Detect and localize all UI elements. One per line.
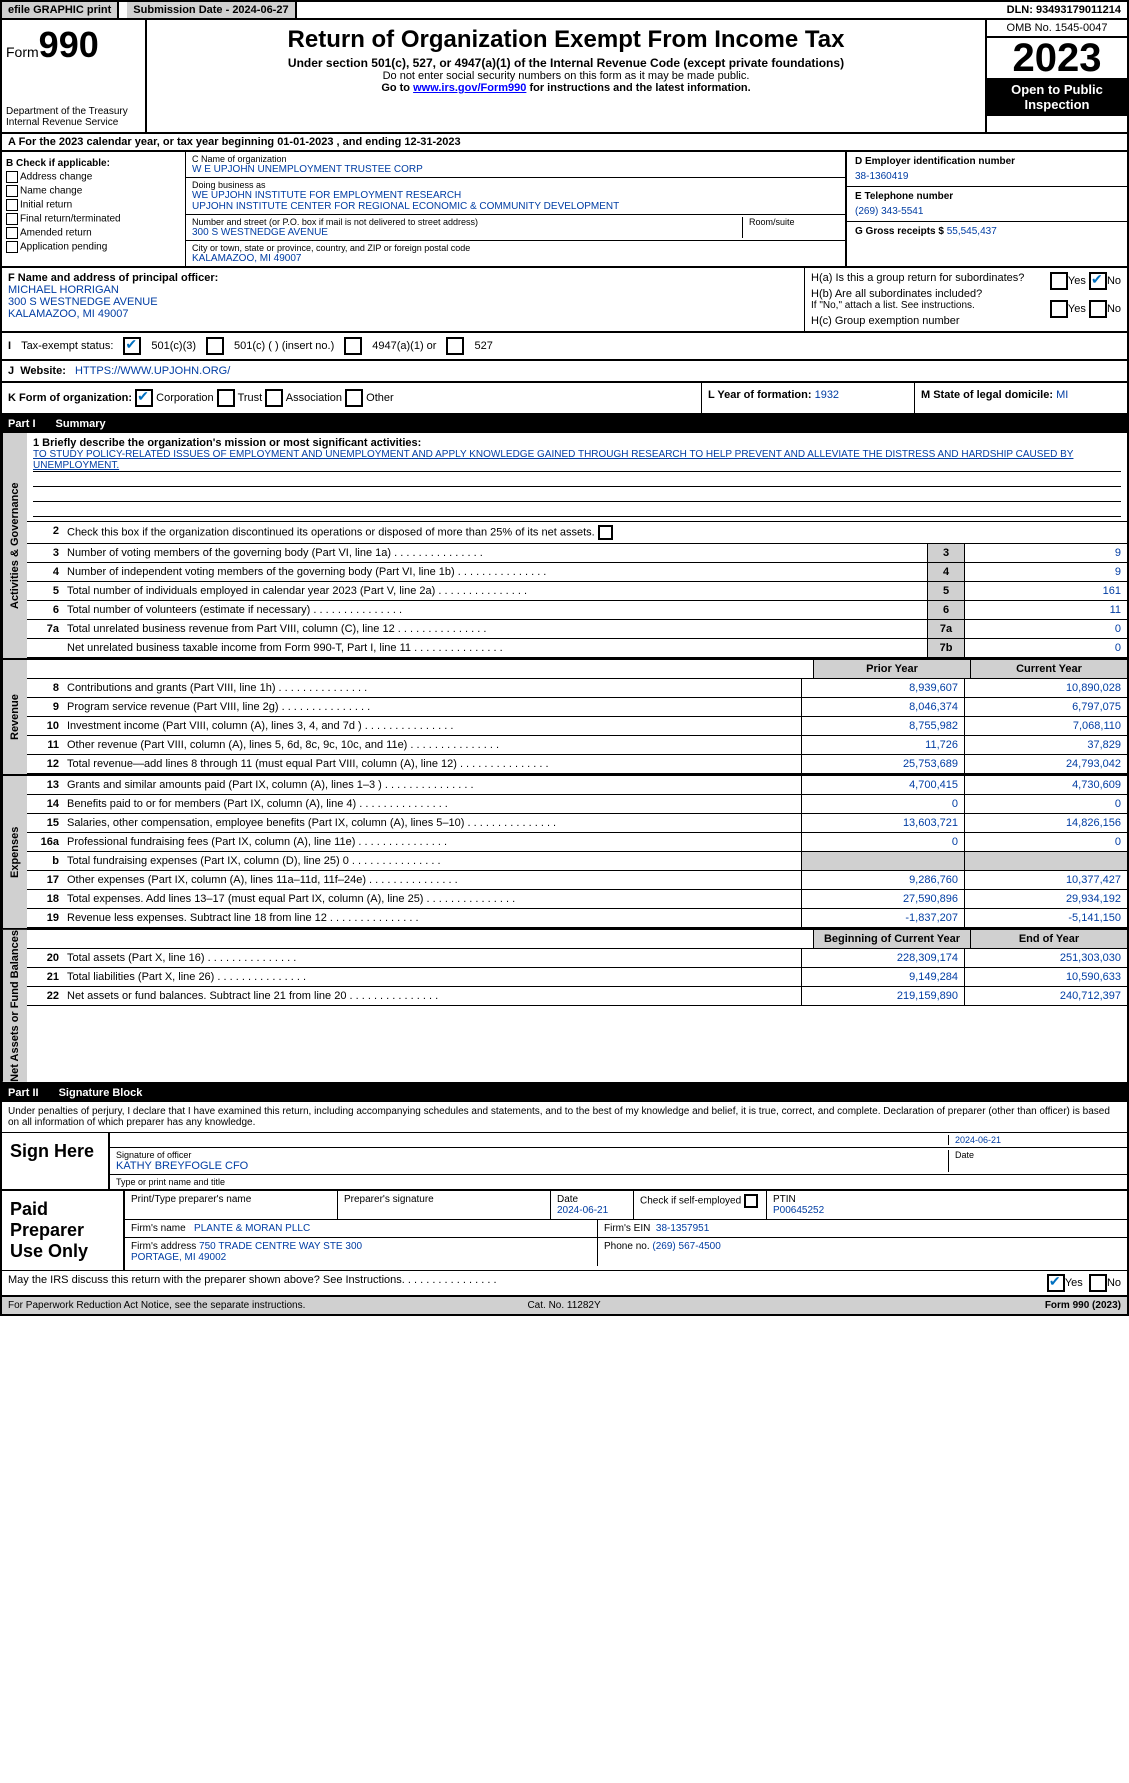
sign-here-label: Sign Here	[2, 1133, 110, 1189]
exp-line-16a: 16aProfessional fundraising fees (Part I…	[27, 833, 1127, 852]
cb-ha-no[interactable]	[1089, 272, 1107, 290]
gov-line-7a: 7aTotal unrelated business revenue from …	[27, 620, 1127, 639]
vtab-expenses: Expenses	[2, 776, 27, 928]
cb-501c[interactable]	[206, 337, 224, 355]
vtab-netassets: Net Assets or Fund Balances	[2, 930, 27, 1082]
cb-ha-yes[interactable]	[1050, 272, 1068, 290]
cb-final-return[interactable]	[6, 213, 18, 225]
cb-other[interactable]	[345, 389, 363, 407]
section-e-phone: E Telephone number(269) 343-5541	[847, 187, 1127, 222]
line-1-mission: 1 Briefly describe the organization's mi…	[27, 433, 1127, 522]
rev-line-11: 11Other revenue (Part VIII, column (A), …	[27, 736, 1127, 755]
exp-line-15: 15Salaries, other compensation, employee…	[27, 814, 1127, 833]
na-line-21: 21Total liabilities (Part X, line 26)9,1…	[27, 968, 1127, 987]
gov-line-3: 3Number of voting members of the governi…	[27, 544, 1127, 563]
sig-date: 2024-06-21	[948, 1135, 1121, 1145]
vtab-governance: Activities & Governance	[2, 433, 27, 658]
submission-date: Submission Date - 2024-06-27	[127, 2, 296, 18]
gov-line-5: 5Total number of individuals employed in…	[27, 582, 1127, 601]
dln: DLN: 93493179011214	[1001, 2, 1127, 18]
line-2: Check this box if the organization disco…	[63, 522, 1127, 543]
vtab-revenue: Revenue	[2, 660, 27, 774]
rev-line-12: 12Total revenue—add lines 8 through 11 (…	[27, 755, 1127, 774]
exp-line-18: 18Total expenses. Add lines 13–17 (must …	[27, 890, 1127, 909]
rev-line-8: 8Contributions and grants (Part VIII, li…	[27, 679, 1127, 698]
discuss-with-preparer: May the IRS discuss this return with the…	[2, 1270, 1127, 1295]
cb-line2[interactable]	[598, 525, 613, 540]
sig-declaration: Under penalties of perjury, I declare th…	[2, 1102, 1127, 1132]
tax-year: 2023	[987, 38, 1127, 78]
cb-address-change[interactable]	[6, 171, 18, 183]
section-j-website: J Website: HTTPS://WWW.UPJOHN.ORG/	[0, 361, 1129, 383]
irs-link[interactable]: www.irs.gov/Form990	[413, 82, 526, 94]
cb-self-employed[interactable]	[744, 1194, 758, 1208]
header: Form990 Department of the Treasury Inter…	[0, 20, 1129, 134]
exp-line-17: 17Other expenses (Part IX, column (A), l…	[27, 871, 1127, 890]
cb-discuss-yes[interactable]	[1047, 1274, 1065, 1292]
gov-line-6: 6Total number of volunteers (estimate if…	[27, 601, 1127, 620]
cb-discuss-no[interactable]	[1089, 1274, 1107, 1292]
form-note-ssn: Do not enter social security numbers on …	[151, 70, 981, 82]
rev-line-10: 10Investment income (Part VIII, column (…	[27, 717, 1127, 736]
paid-preparer-label: Paid Preparer Use Only	[2, 1191, 125, 1270]
public-inspection: Open to Public Inspection	[987, 78, 1127, 116]
footer: For Paperwork Reduction Act Notice, see …	[0, 1297, 1129, 1316]
section-b-checkboxes: B Check if applicable: Address change Na…	[2, 152, 186, 266]
na-line-20: 20Total assets (Part X, line 16)228,309,…	[27, 949, 1127, 968]
section-c-entity: C Name of organizationW E UPJOHN UNEMPLO…	[186, 152, 845, 266]
section-h: H(a) Is this a group return for subordin…	[804, 268, 1127, 331]
cb-hb-no[interactable]	[1089, 300, 1107, 318]
exp-line-b: bTotal fundraising expenses (Part IX, co…	[27, 852, 1127, 871]
form-subtitle: Under section 501(c), 527, or 4947(a)(1)…	[151, 56, 981, 70]
hdr-eoy: End of Year	[970, 930, 1127, 948]
exp-line-19: 19Revenue less expenses. Subtract line 1…	[27, 909, 1127, 928]
cb-hb-yes[interactable]	[1050, 300, 1068, 318]
na-line-22: 22Net assets or fund balances. Subtract …	[27, 987, 1127, 1006]
hdr-boy: Beginning of Current Year	[813, 930, 970, 948]
section-d-ein: D Employer identification number38-13604…	[847, 152, 1127, 187]
efile-print[interactable]: efile GRAPHIC print	[2, 2, 119, 18]
rev-line-9: 9Program service revenue (Part VIII, lin…	[27, 698, 1127, 717]
hdr-current: Current Year	[970, 660, 1127, 678]
gov-line-7b: Net unrelated business taxable income fr…	[27, 639, 1127, 658]
gov-line-4: 4Number of independent voting members of…	[27, 563, 1127, 582]
row-a-period: A For the 2023 calendar year, or tax yea…	[0, 134, 1129, 152]
cb-name-change[interactable]	[6, 185, 18, 197]
cb-initial-return[interactable]	[6, 199, 18, 211]
hdr-prior: Prior Year	[813, 660, 970, 678]
exp-line-13: 13Grants and similar amounts paid (Part …	[27, 776, 1127, 795]
part-ii-bar: Part IISignature Block	[0, 1084, 1129, 1102]
section-f-officer: F Name and address of principal officer:…	[2, 268, 804, 331]
cb-527[interactable]	[446, 337, 464, 355]
cb-amended[interactable]	[6, 227, 18, 239]
section-k-form-org: K Form of organization: Corporation Trus…	[0, 383, 1129, 415]
cb-pending[interactable]	[6, 241, 18, 253]
cb-corp[interactable]	[135, 389, 153, 407]
cb-501c3[interactable]	[123, 337, 141, 355]
top-bar: efile GRAPHIC print Submission Date - 20…	[0, 0, 1129, 20]
form-title: Return of Organization Exempt From Incom…	[151, 26, 981, 54]
exp-line-14: 14Benefits paid to or for members (Part …	[27, 795, 1127, 814]
part-i-bar: Part ISummary	[0, 415, 1129, 433]
cb-4947[interactable]	[344, 337, 362, 355]
cb-assoc[interactable]	[265, 389, 283, 407]
dept-treasury: Department of the Treasury Internal Reve…	[6, 106, 141, 128]
cb-trust[interactable]	[217, 389, 235, 407]
form-number: Form990	[6, 24, 141, 66]
section-i-status: I Tax-exempt status: 501(c)(3) 501(c) ( …	[0, 333, 1129, 361]
section-g-receipts: G Gross receipts $ 55,545,437	[847, 222, 1127, 241]
